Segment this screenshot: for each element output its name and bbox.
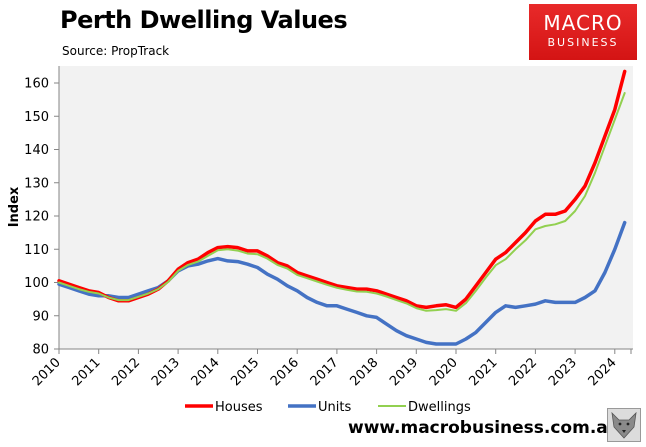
y-tick-label: 110 bbox=[24, 243, 49, 258]
x-tick-label: 2016 bbox=[268, 355, 302, 389]
y-tick-label: 100 bbox=[24, 276, 49, 291]
wolf-logo-icon bbox=[607, 408, 641, 442]
website-url: www.macrobusiness.com.au bbox=[348, 418, 620, 438]
y-tick-label: 80 bbox=[32, 343, 49, 358]
y-tick-label: 90 bbox=[32, 309, 49, 324]
x-tick-label: 2011 bbox=[70, 355, 104, 389]
x-tick-label: 2014 bbox=[189, 355, 223, 389]
x-tick-label: 2012 bbox=[109, 355, 143, 389]
x-tick-label: 2021 bbox=[467, 355, 501, 389]
series-line-dwellings bbox=[58, 92, 626, 312]
legend-label-houses: Houses bbox=[215, 400, 263, 415]
legend: Houses Units Dwellings bbox=[185, 400, 471, 415]
macrobusiness-logo: MACRO BUSINESS bbox=[529, 4, 637, 60]
legend-label-units: Units bbox=[318, 400, 351, 415]
x-tick-label: 2015 bbox=[228, 355, 262, 389]
x-tick-label: 2023 bbox=[546, 355, 580, 389]
x-tick-label: 2020 bbox=[427, 355, 461, 389]
y-tick-label: 130 bbox=[24, 176, 49, 191]
chart-title: Perth Dwelling Values bbox=[60, 6, 348, 34]
series-line-units bbox=[57, 220, 627, 346]
x-tick-label: 2010 bbox=[30, 355, 64, 389]
logo-line-business: BUSINESS bbox=[547, 36, 619, 49]
legend-label-dwellings: Dwellings bbox=[408, 400, 471, 415]
x-tick-label: 2019 bbox=[387, 355, 421, 389]
y-tick-label: 160 bbox=[24, 77, 49, 92]
y-tick-label: 140 bbox=[24, 143, 49, 158]
x-tick-label: 2022 bbox=[506, 355, 540, 389]
y-tick-label: 120 bbox=[24, 210, 49, 225]
chart-source: Source: PropTrack bbox=[62, 44, 170, 58]
x-tick-label: 2013 bbox=[149, 355, 183, 389]
plot-area bbox=[59, 66, 633, 349]
y-axis-label: Index bbox=[7, 186, 22, 227]
y-tick-label: 150 bbox=[24, 110, 49, 125]
x-tick-label: 2017 bbox=[308, 355, 342, 389]
x-tick-label: 2018 bbox=[347, 355, 381, 389]
logo-line-macro: MACRO bbox=[543, 11, 623, 35]
x-tick-label: 2024 bbox=[586, 355, 620, 389]
series-layer bbox=[57, 69, 627, 346]
